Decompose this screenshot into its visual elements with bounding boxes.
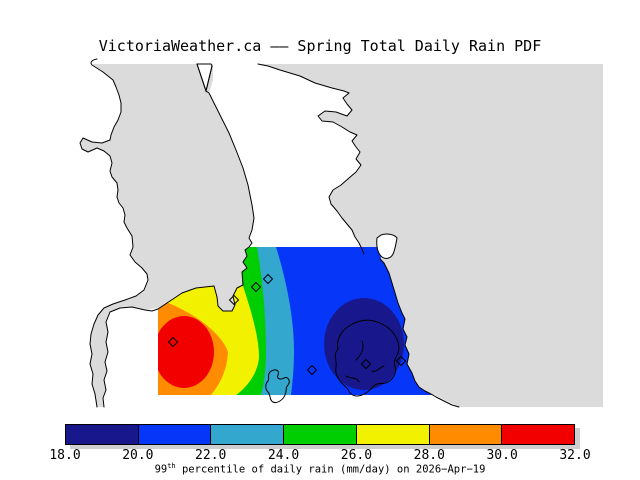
- coast-peninsula-east: [257, 63, 365, 255]
- colorbar: [65, 424, 575, 445]
- tick-label: 18.0: [49, 448, 81, 463]
- caption-superscript: th: [167, 462, 176, 470]
- colorbar-segment-1: [138, 425, 212, 444]
- coast-san-juan-detail: [345, 340, 385, 383]
- land-south-strip: [158, 395, 459, 407]
- coast-peninsula-tip-notch: [205, 65, 213, 92]
- colorbar-tick-labels: 18.0 20.0 22.0 24.0 26.0 28.0 30.0 32.0: [49, 448, 590, 463]
- coastlines: [79, 58, 460, 408]
- colorbar-segment-0: [66, 425, 139, 444]
- coast-haro-strait: [379, 258, 460, 408]
- coast-small-island: [265, 369, 290, 403]
- colorbar-segment-5: [429, 425, 503, 444]
- tick-label: 32.0: [559, 448, 591, 463]
- tick-label: 20.0: [122, 448, 154, 463]
- coast-inlet-south-shore: [157, 63, 255, 312]
- station-marker: [228, 294, 240, 306]
- colorbar-segment-4: [356, 425, 430, 444]
- tick-label: 28.0: [413, 448, 445, 463]
- coast-finlayson-arm: [102, 306, 159, 408]
- colorbar-caption: 99th percentile of daily rain (mm/day) o…: [0, 462, 640, 476]
- caption-prefix: 99: [154, 463, 168, 476]
- tick-label: 26.0: [340, 448, 373, 463]
- land-saanich-peninsula: [209, 64, 364, 258]
- coast-san-juan-island: [334, 319, 400, 397]
- station-marker: [395, 355, 407, 367]
- colorbar-segment-6: [502, 425, 575, 444]
- station-markers: [167, 273, 407, 376]
- caption-rest: percentile of daily rain (mm/day) on 202…: [175, 463, 486, 476]
- station-marker: [360, 358, 372, 370]
- tick-label: 30.0: [486, 448, 518, 463]
- colorbar-segment-2: [211, 425, 285, 444]
- station-marker: [306, 364, 318, 376]
- land-langford: [103, 307, 158, 407]
- tick-label: 24.0: [267, 448, 300, 463]
- station-marker: [167, 336, 179, 348]
- station-marker: [262, 273, 274, 285]
- land-ten-mile-point: [376, 233, 398, 259]
- station-marker: [250, 281, 262, 293]
- coast-west-shore: [79, 58, 149, 408]
- low-rain-center: [324, 298, 404, 390]
- page-title: VictoriaWeather.ca —— Spring Total Daily…: [98, 37, 542, 55]
- tick-label: 22.0: [195, 448, 227, 463]
- land-vancouver-island: [0, 64, 148, 407]
- colorbar-segment-3: [284, 425, 357, 444]
